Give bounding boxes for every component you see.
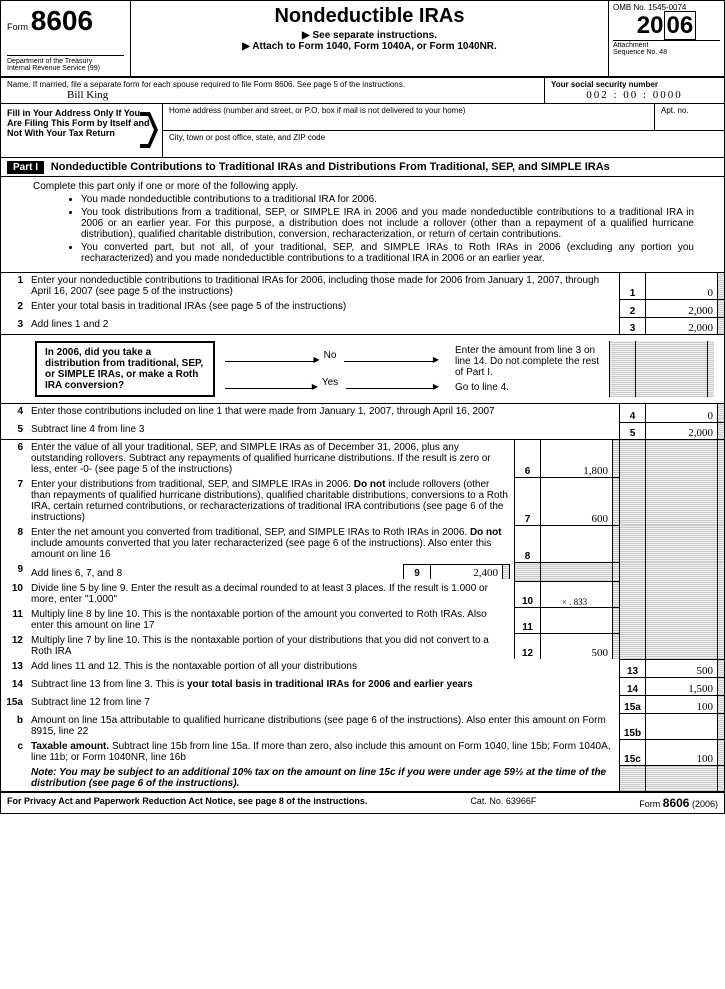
- header: Form 8606 Department of the Treasury Int…: [1, 1, 724, 78]
- intro-lead: Complete this part only if one or more o…: [33, 181, 694, 192]
- line-9-inline: 9 2,400: [403, 564, 510, 579]
- line-4: 4 Enter those contributions included on …: [1, 404, 724, 422]
- arrow-icon: [225, 388, 314, 389]
- header-right: OMB No. 1545-0074 2006 AttachmentSequenc…: [609, 1, 724, 76]
- line-1-text: Enter your nondeductible contributions t…: [29, 273, 619, 299]
- form-title: Nondeductible IRAs: [135, 5, 604, 28]
- line-15b: b Amount on line 15a attributable to qua…: [1, 713, 724, 739]
- ssn-label: Your social security number: [551, 80, 718, 89]
- note-row: Note: You may be subject to an additiona…: [1, 765, 724, 791]
- note: Note: You may be subject to an additiona…: [31, 767, 606, 789]
- name-row: Name. If married, file a separate form f…: [1, 78, 724, 104]
- line-1: 1 Enter your nondeductible contributions…: [1, 273, 724, 299]
- line-9-amt[interactable]: 2,400: [430, 565, 502, 579]
- line-6: 6 Enter the value of all your traditiona…: [1, 440, 724, 477]
- bullet-2: You took distributions from a traditiona…: [81, 207, 694, 240]
- line-7: 7 Enter your distributions from traditio…: [1, 477, 724, 525]
- address-instruction: Fill in Your Address Only If You Are Fil…: [1, 104, 163, 157]
- line-8: 8 Enter the net amount you converted fro…: [1, 525, 724, 562]
- arrow-icon: [344, 361, 435, 362]
- ssn-cell: Your social security number 002 : 00 : 0…: [544, 78, 724, 103]
- flow-results: Enter the amount from line 3 on line 14.…: [445, 345, 609, 393]
- line-3: 3 Add lines 1 and 2 3 2,000: [1, 317, 724, 335]
- address-row: Fill in Your Address Only If You Are Fil…: [1, 104, 724, 158]
- name-cell: Name. If married, file a separate form f…: [1, 78, 544, 103]
- arrow-icon: [225, 361, 316, 362]
- apt-no[interactable]: Apt. no.: [654, 104, 724, 130]
- dept: Department of the Treasury Internal Reve…: [7, 55, 124, 72]
- name-value[interactable]: Bill King: [7, 89, 538, 101]
- part1-header: Part I Nondeductible Contributions to Tr…: [1, 158, 724, 177]
- ssn-value[interactable]: 002 : 00 : 0000: [551, 89, 718, 101]
- line-6-amt[interactable]: 1,800: [540, 440, 612, 477]
- line-13-amt[interactable]: 500: [645, 659, 717, 677]
- line-15c-amt[interactable]: 100: [645, 739, 717, 765]
- footer-cat: Cat. No. 63966F: [470, 796, 536, 810]
- line-2-amt[interactable]: 2,000: [645, 299, 717, 317]
- line-12: 12 Multiply line 7 by line 10. This is t…: [1, 633, 724, 659]
- line-11: 11 Multiply line 8 by line 10. This is t…: [1, 607, 724, 633]
- sub2: ▶ Attach to Form 1040, Form 1040A, or Fo…: [135, 41, 604, 52]
- part-title: Nondeductible Contributions to Tradition…: [51, 161, 610, 173]
- line-12-amt[interactable]: 500: [540, 633, 612, 659]
- bullet-1: You made nondeductible contributions to …: [81, 194, 694, 205]
- line-14: 14 Subtract line 13 from line 3. This is…: [1, 677, 724, 695]
- line-10-amt[interactable]: × . 833: [540, 581, 612, 607]
- seq: AttachmentSequence No. 48: [613, 40, 720, 56]
- line-2: 2 Enter your total basis in traditional …: [1, 299, 724, 317]
- line-3-amt[interactable]: 2,000: [645, 317, 717, 334]
- line-14-amt[interactable]: 1,500: [645, 677, 717, 695]
- city-field[interactable]: City, town or post office, state, and ZI…: [163, 131, 724, 157]
- flow-question: In 2006, did you take a distribution fro…: [1, 335, 724, 404]
- line-1-amt[interactable]: 0: [645, 273, 717, 299]
- line-7-amt[interactable]: 600: [540, 477, 612, 525]
- footer-right: Form 8606 (2006): [639, 796, 718, 810]
- flow-box: In 2006, did you take a distribution fro…: [35, 341, 215, 397]
- arrow-icon: [346, 388, 435, 389]
- line-15a: 15a Subtract line 12 from line 7 15a 100: [1, 695, 724, 713]
- line-8-amt[interactable]: [540, 525, 612, 562]
- form-number: 8606: [31, 5, 93, 36]
- name-label: Name. If married, file a separate form f…: [7, 80, 538, 89]
- line-9: 9 Add lines 6, 7, and 8 9 2,400: [1, 562, 724, 581]
- footer-left: For Privacy Act and Paperwork Reduction …: [7, 796, 367, 810]
- arrow-icon: [140, 112, 158, 148]
- line-5-amt[interactable]: 2,000: [645, 422, 717, 439]
- line-10: 10 Divide line 5 by line 9. Enter the re…: [1, 581, 724, 607]
- sub1: ▶ See separate instructions.: [135, 30, 604, 41]
- footer: For Privacy Act and Paperwork Reduction …: [1, 791, 724, 813]
- form-8606: Form 8606 Department of the Treasury Int…: [0, 0, 725, 814]
- header-left: Form 8606 Department of the Treasury Int…: [1, 1, 131, 76]
- line-13: 13 Add lines 11 and 12. This is the nont…: [1, 659, 724, 677]
- line-1-num: 1: [619, 273, 645, 299]
- line-15c: c Taxable amount. Subtract line 15b from…: [1, 739, 724, 765]
- line-3-text: Add lines 1 and 2: [29, 317, 619, 334]
- line-4-amt[interactable]: 0: [645, 404, 717, 422]
- line-15b-amt[interactable]: [645, 713, 717, 739]
- line-2-text: Enter your total basis in traditional IR…: [29, 299, 619, 317]
- part-badge: Part I: [7, 161, 44, 174]
- home-address[interactable]: Home address (number and street, or P.O.…: [163, 104, 654, 130]
- header-center: Nondeductible IRAs ▶ See separate instru…: [131, 1, 609, 76]
- form-word: Form: [7, 22, 28, 32]
- line-5: 5 Subtract line 4 from line 3 5 2,000: [1, 422, 724, 440]
- line-15a-amt[interactable]: 100: [645, 695, 717, 713]
- part1-intro: Complete this part only if one or more o…: [1, 177, 724, 273]
- address-fields: Home address (number and street, or P.O.…: [163, 104, 724, 157]
- bullet-3: You converted part, but not all, of your…: [81, 242, 694, 264]
- line-11-amt[interactable]: [540, 607, 612, 633]
- year: 2006: [613, 12, 720, 40]
